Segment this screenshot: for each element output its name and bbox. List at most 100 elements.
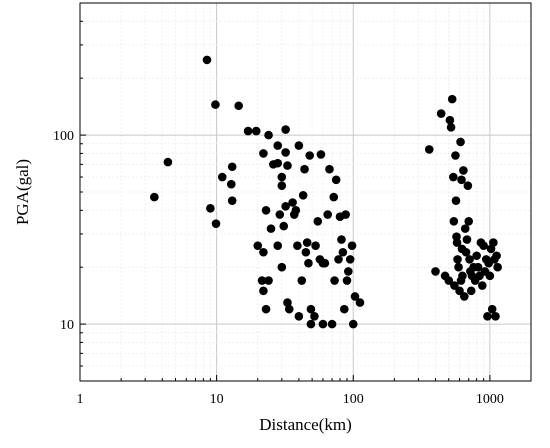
data-point (243, 126, 253, 136)
data-point (304, 258, 313, 268)
data-point (451, 196, 461, 205)
data-point (454, 262, 463, 272)
data-point (330, 276, 339, 285)
data-point (273, 241, 283, 250)
x-tick-label: 10 (210, 392, 224, 407)
data-point (202, 55, 212, 65)
data-point (462, 235, 472, 244)
data-point (293, 241, 302, 250)
data-point (459, 166, 468, 175)
data-point (150, 192, 159, 202)
data-point (491, 311, 500, 321)
data-point (253, 241, 263, 250)
data-point (206, 203, 215, 213)
data-point (294, 141, 304, 150)
data-point (337, 235, 346, 244)
data-point (261, 304, 271, 314)
data-point (323, 210, 332, 219)
data-point (264, 276, 273, 285)
data-point (431, 267, 440, 276)
data-point (453, 255, 462, 264)
data-point (464, 216, 474, 226)
data-point (281, 202, 290, 211)
data-point (297, 276, 307, 285)
data-point (350, 292, 360, 301)
data-point (436, 109, 446, 118)
x-tick-label: 100 (343, 392, 364, 407)
data-point (449, 216, 459, 226)
data-point (345, 255, 355, 264)
data-point (264, 130, 273, 140)
data-point (291, 206, 301, 215)
data-point (485, 271, 495, 281)
data-point (465, 255, 474, 264)
data-point (275, 210, 285, 219)
data-point (283, 161, 292, 170)
data-point (281, 148, 290, 157)
data-point (483, 311, 492, 321)
data-point (424, 145, 434, 154)
data-point (456, 137, 465, 147)
data-point (301, 247, 311, 257)
data-point (457, 175, 466, 185)
data-point (281, 125, 290, 134)
data-point (277, 262, 287, 272)
data-point (211, 100, 220, 109)
data-point (451, 151, 460, 160)
data-point (342, 276, 352, 285)
data-point (261, 206, 271, 215)
data-point (450, 281, 459, 290)
data-point (445, 115, 455, 125)
data-point (447, 94, 457, 104)
data-point (452, 238, 462, 247)
data-point (211, 219, 221, 228)
data-point (355, 298, 365, 307)
data-point (279, 221, 289, 231)
data-point (477, 281, 487, 290)
data-point (466, 286, 476, 296)
data-points (150, 55, 502, 329)
data-point (234, 101, 243, 111)
data-point (259, 149, 268, 158)
data-point (311, 241, 320, 250)
data-point (449, 172, 458, 182)
data-point (273, 158, 283, 168)
data-point (294, 311, 304, 321)
data-point (277, 181, 287, 190)
data-point (316, 150, 326, 159)
data-point (348, 319, 358, 329)
data-point (306, 304, 316, 314)
data-point (479, 241, 488, 250)
data-point (259, 247, 268, 257)
data-point (288, 198, 297, 207)
y-axis-title: PGA(gal) (13, 159, 32, 225)
data-point (305, 151, 314, 160)
data-point (339, 304, 349, 314)
data-point (302, 238, 312, 247)
y-tick-label: 100 (53, 129, 74, 144)
y-tick-label: 10 (60, 318, 74, 333)
data-point (217, 172, 227, 182)
x-axis-title: Distance(km) (259, 415, 352, 434)
data-point (259, 286, 268, 296)
data-point (493, 262, 502, 272)
data-point (266, 224, 276, 233)
data-point (461, 247, 471, 257)
data-point (318, 319, 328, 329)
data-point (306, 319, 316, 329)
data-point (446, 122, 456, 132)
data-point (444, 276, 454, 285)
axis-ticks (79, 2, 532, 382)
data-point (226, 179, 236, 189)
data-point (338, 247, 348, 257)
data-point (310, 311, 319, 321)
tick-labels: 1 10 100 1000 10 100 (53, 129, 504, 407)
data-point (327, 319, 337, 329)
data-point (313, 216, 323, 226)
data-point (283, 298, 292, 307)
data-point (347, 241, 357, 250)
data-point (298, 191, 308, 200)
data-point (463, 181, 473, 190)
